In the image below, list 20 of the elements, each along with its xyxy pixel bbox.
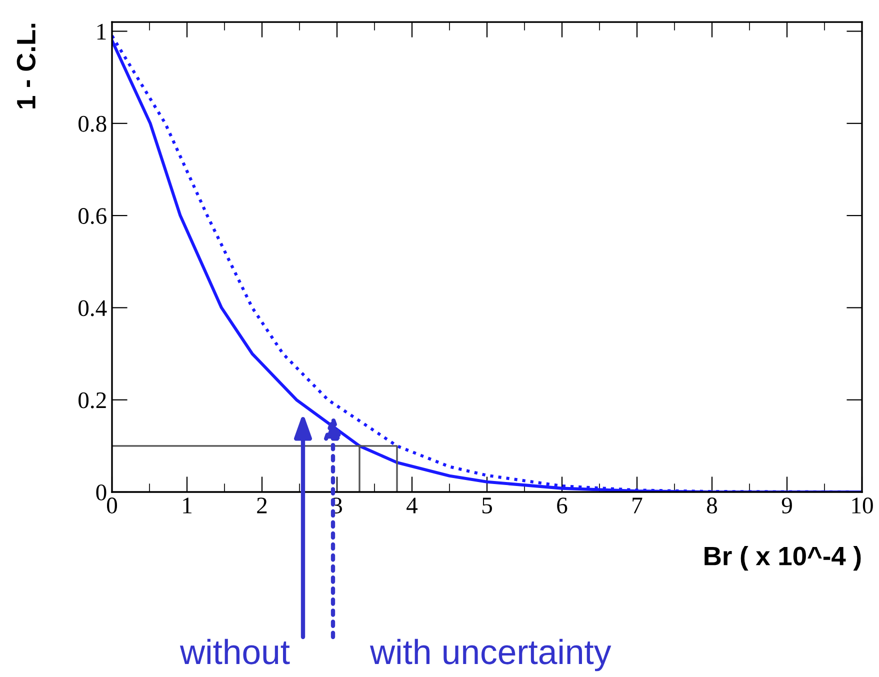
x-axis-title: Br ( x 10^-4 ): [704, 546, 861, 571]
y-tick-label: 0.8: [78, 116, 106, 132]
text: without: [180, 638, 290, 664]
y-tick-label: 0.2: [78, 392, 106, 408]
x-tick-label: 1: [183, 498, 192, 514]
x-tick-label: 9: [782, 498, 792, 514]
y-axis-title: 1 - C.L.: [16, 24, 36, 108]
y-tick-label: 0.6: [78, 208, 106, 224]
x-tick-label: 2: [257, 498, 267, 514]
x-tick-label: 7: [632, 498, 642, 514]
x-tick-label: 10: [852, 498, 873, 514]
x-tick-label: 4: [406, 498, 418, 514]
x-tick-label: 8: [706, 498, 718, 514]
y-tick-label: 0.4: [78, 300, 107, 316]
text: with uncertainty: [370, 638, 612, 672]
x-tick-label: 0: [106, 498, 118, 514]
y-tick-label: 1: [97, 24, 106, 40]
y-tick-label: 0: [96, 484, 106, 500]
x-tick-label: 6: [557, 498, 568, 514]
x-tick-label: 5: [482, 498, 492, 514]
